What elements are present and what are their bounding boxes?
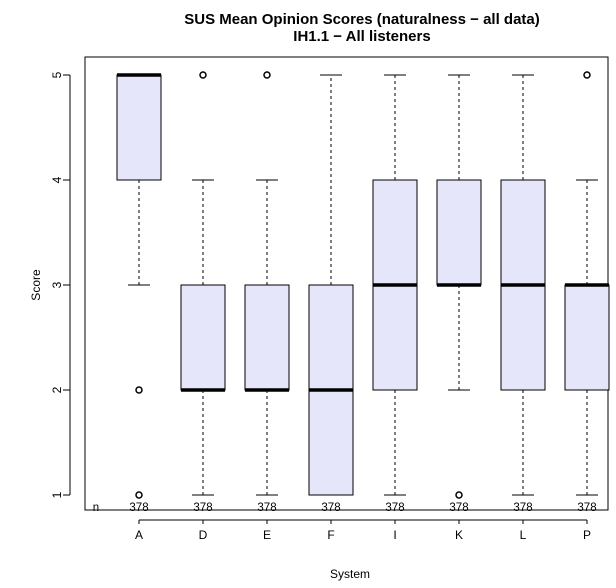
chart-subtitle: IH1.1 − All listeners (293, 28, 430, 45)
x-tick-label: K (455, 528, 463, 542)
y-tick-label: 2 (50, 386, 64, 393)
box-iqr (180, 284, 226, 391)
box-iqr (436, 179, 482, 286)
x-tick-label: A (135, 528, 143, 542)
box-iqr (116, 74, 162, 181)
count-label: 378 (577, 502, 596, 514)
x-tick-label: L (520, 528, 527, 542)
box-iqr (564, 284, 610, 391)
box-L (500, 74, 546, 496)
box-A (116, 73, 162, 499)
count-label: 378 (129, 502, 148, 514)
outlier-point (263, 71, 271, 79)
outlier-point (135, 491, 143, 499)
y-tick-label: 5 (50, 71, 64, 78)
y-tick-label: 1 (50, 491, 64, 498)
count-label: 378 (193, 502, 212, 514)
count-label: 378 (385, 502, 404, 514)
outlier-point (583, 71, 591, 79)
x-tick-label: I (393, 528, 396, 542)
outlier-point (455, 491, 463, 499)
y-tick-label: 4 (50, 176, 64, 183)
n-label: n (93, 502, 99, 514)
box-iqr (244, 284, 290, 391)
boxes-group (116, 71, 610, 499)
outlier-point (199, 71, 207, 79)
box-F (308, 74, 354, 496)
outlier-point (135, 386, 143, 394)
count-label: 378 (513, 502, 532, 514)
box-D (180, 71, 226, 496)
count-label: 378 (321, 502, 340, 514)
count-label: 378 (257, 502, 276, 514)
x-tick-label: P (583, 528, 591, 542)
y-axis: 1 2 3 4 5 (50, 71, 71, 498)
box-K (436, 74, 482, 499)
x-axis-label: System (330, 567, 370, 581)
box-I (372, 74, 418, 496)
x-axis: 378 A 378 D 378 E 378 F 378 I 378 K 378 L 378 P (129, 502, 596, 542)
box-E (244, 71, 290, 496)
x-tick-label: E (263, 528, 271, 542)
y-tick-label: 3 (50, 281, 64, 288)
x-tick-label: F (327, 528, 334, 542)
x-tick-label: D (199, 528, 208, 542)
y-axis-label: Score (29, 269, 43, 301)
box-P (564, 71, 610, 496)
chart-title: SUS Mean Opinion Scores (naturalness − a… (184, 11, 540, 28)
count-label: 378 (449, 502, 468, 514)
